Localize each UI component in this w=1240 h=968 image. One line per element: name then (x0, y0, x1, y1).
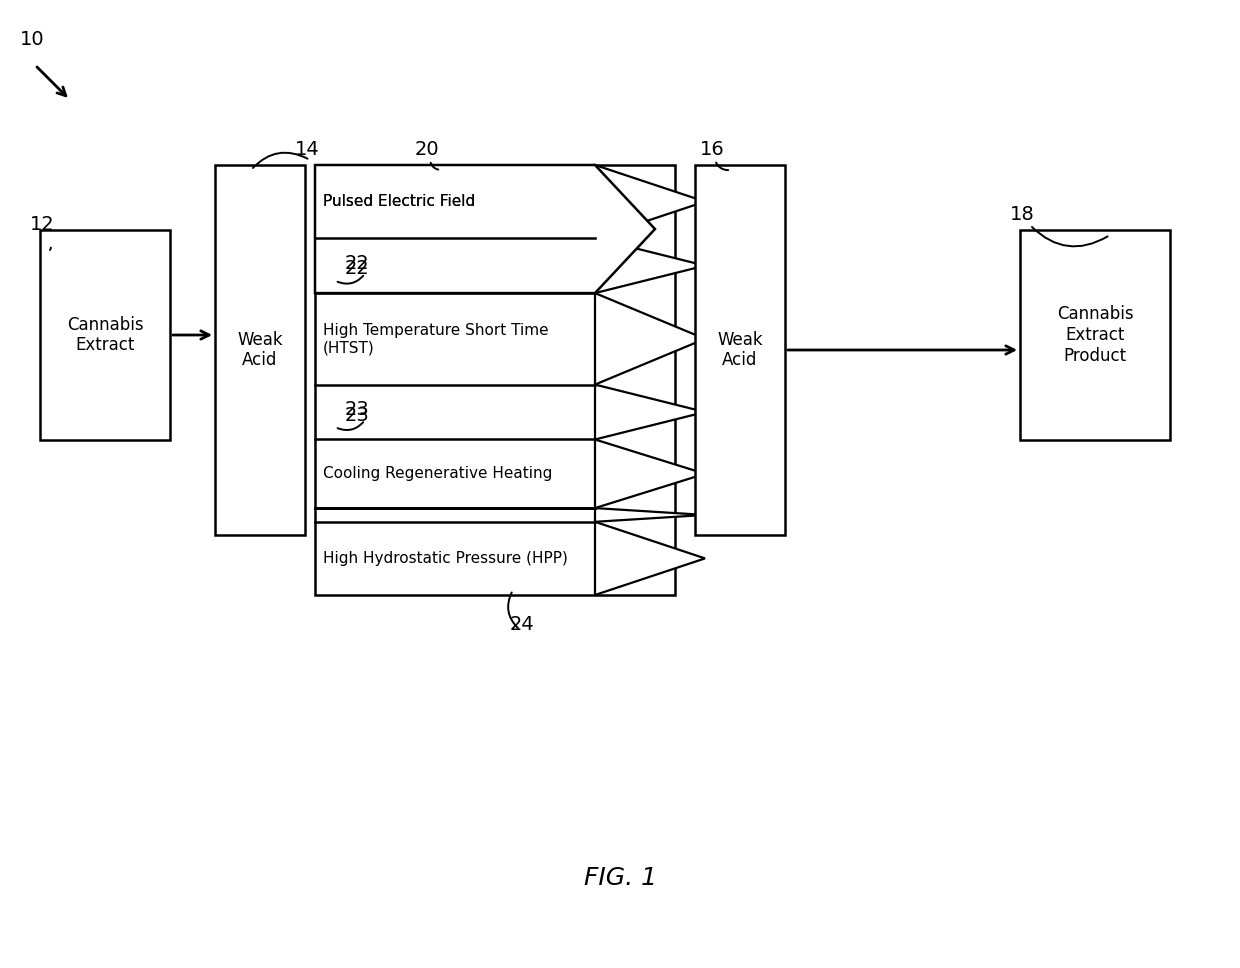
Polygon shape (595, 522, 706, 595)
Text: High Hydrostatic Pressure (HPP): High Hydrostatic Pressure (HPP) (322, 551, 568, 566)
Polygon shape (595, 508, 706, 522)
Bar (215, 165, 305, 535)
Bar (315, 165, 675, 595)
Text: 14: 14 (295, 140, 320, 159)
Text: 12: 12 (30, 215, 55, 234)
Text: 22: 22 (345, 259, 370, 278)
Text: High Temperature Short Time
(HTST): High Temperature Short Time (HTST) (322, 322, 548, 355)
Text: FIG. 1: FIG. 1 (584, 866, 656, 890)
Polygon shape (595, 238, 706, 293)
Text: 23: 23 (345, 400, 370, 419)
Text: 16: 16 (701, 140, 724, 159)
Polygon shape (595, 384, 706, 439)
Text: 20: 20 (415, 140, 440, 159)
Text: 23: 23 (345, 406, 370, 425)
Text: Weak
Acid: Weak Acid (717, 331, 763, 370)
Bar (40, 230, 170, 440)
Polygon shape (315, 165, 655, 293)
Text: Cannabis
Extract
Product: Cannabis Extract Product (1056, 305, 1133, 365)
Bar (1021, 230, 1171, 440)
Text: Pulsed Electric Field: Pulsed Electric Field (322, 195, 475, 209)
Text: 18: 18 (1011, 205, 1034, 224)
Text: 24: 24 (510, 615, 534, 634)
Text: Cooling Regenerative Heating: Cooling Regenerative Heating (322, 467, 552, 481)
Text: Weak
Acid: Weak Acid (237, 331, 283, 370)
Text: Pulsed Electric Field: Pulsed Electric Field (322, 195, 475, 209)
Polygon shape (595, 439, 706, 508)
Bar (694, 165, 785, 535)
Text: 22: 22 (345, 254, 370, 273)
Polygon shape (595, 165, 706, 238)
Text: 10: 10 (20, 30, 45, 49)
Polygon shape (595, 293, 706, 384)
Text: Cannabis
Extract: Cannabis Extract (67, 316, 144, 354)
